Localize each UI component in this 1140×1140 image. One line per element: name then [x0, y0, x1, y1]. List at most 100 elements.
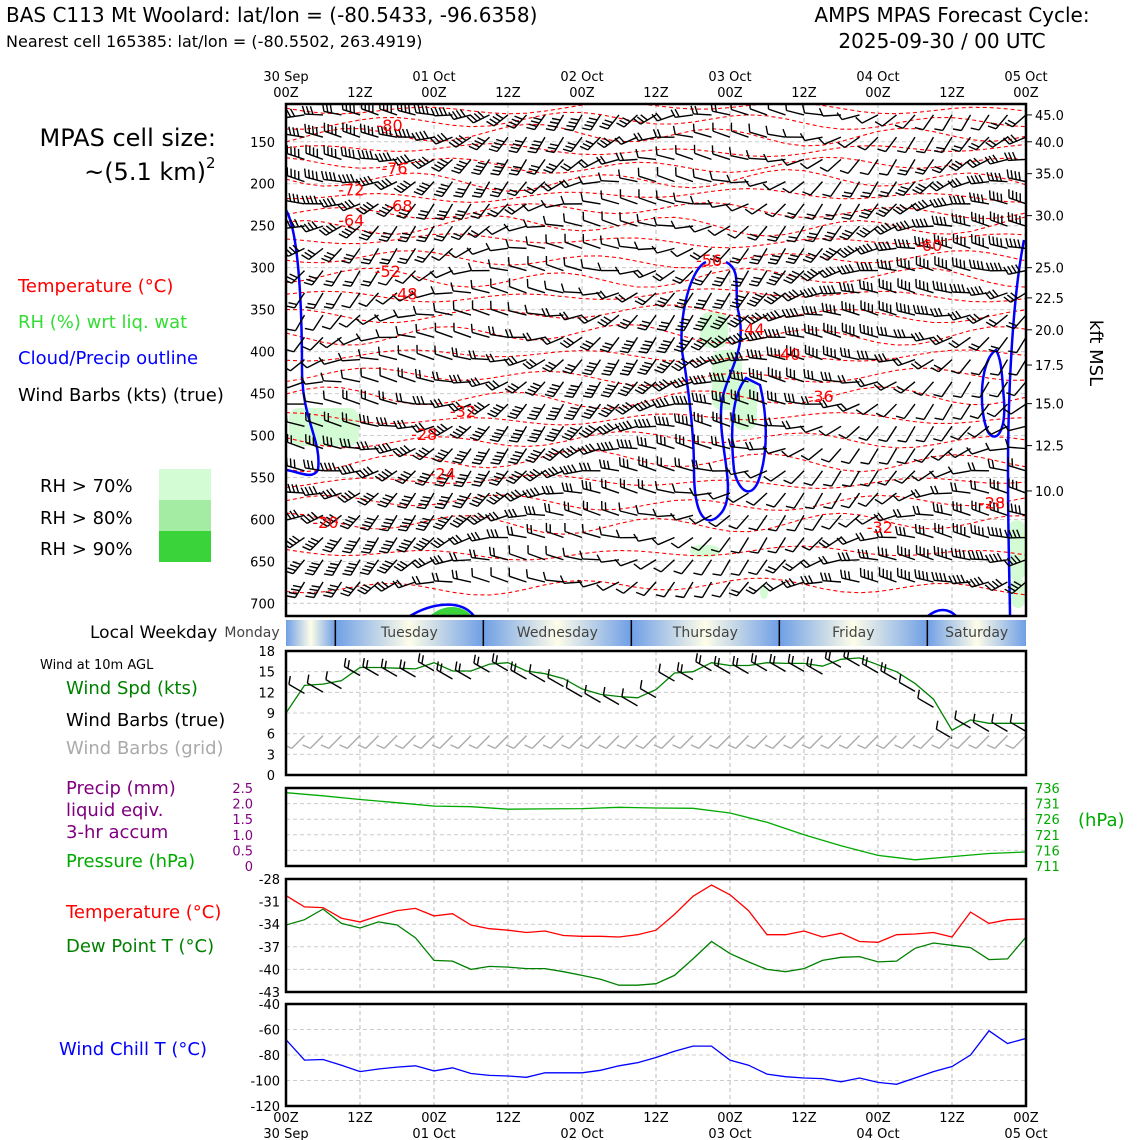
- bottom-date-label: 30 Sep: [263, 1127, 308, 1140]
- top-date-label: 03 Oct: [708, 70, 751, 85]
- bottom-date-label: 02 Oct: [560, 1127, 603, 1140]
- cell-size-label: MPAS cell size:: [40, 124, 216, 152]
- chill-legend: Wind Chill T (°C): [59, 1039, 207, 1060]
- precip-y-tick: 2.5: [232, 782, 253, 797]
- kft-tick: 35.0: [1035, 168, 1064, 183]
- cell-size-value: ~(5.1 km): [84, 158, 206, 186]
- bottom-hour-label: 00Z: [865, 1111, 891, 1126]
- wind-y-tick: 15: [258, 666, 275, 681]
- temperature-contour-label: -80: [377, 116, 403, 135]
- temperature-contour-label: -68: [386, 197, 412, 216]
- weekday-bar: Monday Tuesday Wednesday Thursday Friday Satu…: [224, 620, 1026, 646]
- kft-tick: 15.0: [1035, 398, 1064, 413]
- bottom-hour-label: 12Z: [347, 1111, 373, 1126]
- weekday-name: Saturday: [945, 625, 1008, 641]
- chill-y-tick: -120: [250, 1100, 280, 1115]
- top-hour-label: 00Z: [717, 86, 743, 101]
- rh-legend-80: RH > 80%: [40, 508, 133, 529]
- pressure-tick: 150: [250, 136, 275, 151]
- temperature-contour-label: -44: [739, 320, 765, 339]
- kft-tick: 40.0: [1035, 136, 1064, 151]
- top-hour-label: 12Z: [939, 86, 965, 101]
- pressure-tick: 700: [250, 597, 275, 612]
- top-hour-label: 12Z: [643, 86, 669, 101]
- bottom-hour-label: 00Z: [717, 1111, 743, 1126]
- temp-legend: Temperature (°C): [65, 902, 221, 923]
- weekday-name: Thursday: [672, 625, 738, 641]
- temperature-contour-label: -32: [867, 518, 893, 537]
- temperature-contour-label: -52: [375, 262, 401, 281]
- top-date-label: 05 Oct: [1004, 70, 1047, 85]
- station-title: BAS C113 Mt Woolard: lat/lon = (-80.5433…: [6, 3, 537, 27]
- wind-chill-line: [286, 1029, 1026, 1085]
- cell-size-exponent: 2: [206, 154, 216, 172]
- temp-y-tick: -40: [259, 963, 280, 978]
- bottom-hour-label: 12Z: [791, 1111, 817, 1126]
- wind-chill-panel: -120 -100 -80 -60 -40: [250, 998, 1028, 1115]
- precip-y-tick: 0: [245, 860, 253, 875]
- pressure-tick: 650: [250, 555, 275, 570]
- wind-speed-legend: Wind Spd (kts): [66, 678, 198, 699]
- top-hour-label: 00Z: [865, 86, 891, 101]
- pressure-y-tick: 716: [1035, 844, 1060, 859]
- chill-y-tick: -100: [250, 1075, 280, 1090]
- wind-panel: 0 3 6 9 12 15 18: [258, 645, 1028, 784]
- weekday-name: Monday: [224, 625, 279, 641]
- precip-y-tick: 0.5: [232, 844, 253, 859]
- temp-y-tick: -31: [259, 896, 280, 911]
- top-hour-label: 12Z: [347, 86, 373, 101]
- precip-label-2: liquid eqiv.: [66, 800, 163, 821]
- pressure-tick: 250: [250, 220, 275, 235]
- forecast-cycle: 2025-09-30 / 00 UTC: [838, 29, 1045, 53]
- kft-axis-label: kft MSL: [1085, 320, 1106, 386]
- weekday-label: Local Weekday: [90, 623, 217, 643]
- legend-wind-barbs: Wind Barbs (kts) (true): [18, 385, 224, 406]
- top-hour-label: 00Z: [421, 86, 447, 101]
- pressure-y-tick: 711: [1035, 860, 1060, 875]
- temperature-contour-label: -72: [338, 181, 364, 200]
- rh-legend: RH > 70% RH > 80% RH > 90%: [40, 469, 211, 562]
- pressure-axis: 150 200 250 300 350 400 450 500 550 600 650 700: [250, 136, 275, 613]
- top-hour-label: 00Z: [1013, 86, 1039, 101]
- precip-y-tick: 1.0: [232, 829, 253, 844]
- hpa-unit-label: (hPa): [1078, 810, 1125, 831]
- wind-y-tick: 9: [267, 707, 275, 722]
- temperature-contour-label: -20: [312, 513, 338, 532]
- forecast-title: AMPS MPAS Forecast Cycle:: [814, 3, 1089, 27]
- precip-y-tick: 2.0: [232, 798, 253, 813]
- rh-legend-70: RH > 70%: [40, 476, 133, 497]
- wind-y-tick: 3: [267, 748, 275, 763]
- pressure-y-tick: 736: [1035, 782, 1060, 797]
- temperature-contour-label: -56: [696, 251, 722, 270]
- temperature-contour-label: -32: [450, 402, 476, 421]
- kft-tick: 12.5: [1035, 440, 1064, 455]
- pressure-y-tick: 721: [1035, 829, 1060, 844]
- temperature-contour-label: -36: [808, 387, 834, 406]
- wind-y-tick: 0: [267, 769, 275, 784]
- temp-y-tick: -34: [259, 918, 280, 933]
- dew-point-line: [286, 908, 1026, 986]
- precip-y-tick: 1.5: [232, 813, 253, 828]
- temperature-contour-label: -24: [430, 464, 456, 483]
- bottom-hour-label: 00Z: [421, 1111, 447, 1126]
- rh-swatch-80: [159, 500, 211, 531]
- pressure-legend: Pressure (hPa): [66, 851, 195, 872]
- bottom-hour-label: 12Z: [643, 1111, 669, 1126]
- temperature-contour-label: -76: [381, 159, 407, 178]
- temperature-contour-label: -40: [774, 345, 800, 364]
- top-hour-label: 00Z: [569, 86, 595, 101]
- bottom-hour-label: 12Z: [495, 1111, 521, 1126]
- pressure-tick: 500: [250, 430, 275, 445]
- rh-swatch-70: [159, 469, 211, 500]
- legend-rh: RH (%) wrt liq. wat: [18, 312, 187, 333]
- precip-label-3: 3-hr accum: [66, 822, 168, 843]
- top-hour-label: 00Z: [273, 86, 299, 101]
- temperature-contour-label: -48: [391, 285, 417, 304]
- chill-y-tick: -60: [259, 1024, 280, 1039]
- kft-tick: 17.5: [1035, 359, 1064, 374]
- top-date-label: 01 Oct: [412, 70, 455, 85]
- wind-barbs: [286, 104, 1026, 599]
- temp-y-tick: -28: [259, 873, 280, 888]
